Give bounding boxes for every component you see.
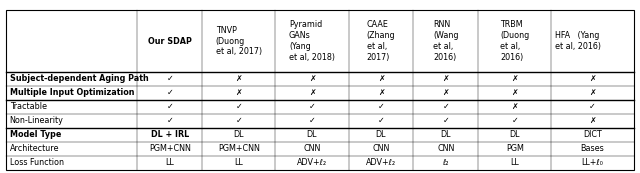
Text: RNN
(Wang
et al,
2016): RNN (Wang et al, 2016) xyxy=(433,20,458,62)
Text: ✗: ✗ xyxy=(511,102,518,111)
Text: DL: DL xyxy=(376,130,386,139)
Text: ✗: ✗ xyxy=(308,88,316,97)
Text: ✗: ✗ xyxy=(308,74,316,83)
Text: ✓: ✓ xyxy=(166,88,173,97)
Text: Subject-dependent Aging Path: Subject-dependent Aging Path xyxy=(10,74,148,83)
Text: Tractable: Tractable xyxy=(10,102,47,111)
Text: ✗: ✗ xyxy=(236,74,242,83)
Text: ✗: ✗ xyxy=(442,88,449,97)
Text: TRBM
(Duong
et al,
2016): TRBM (Duong et al, 2016) xyxy=(500,20,529,62)
Text: ✗: ✗ xyxy=(378,74,385,83)
Text: Multiple Input Optimization: Multiple Input Optimization xyxy=(10,88,134,97)
Text: ✗: ✗ xyxy=(442,74,449,83)
Text: DL: DL xyxy=(509,130,520,139)
Text: ✓: ✓ xyxy=(236,116,242,125)
Text: DL + IRL: DL + IRL xyxy=(150,130,189,139)
Text: ✗: ✗ xyxy=(511,88,518,97)
Text: ✗: ✗ xyxy=(589,116,596,125)
Text: ℓ₂: ℓ₂ xyxy=(442,158,449,167)
Text: LL: LL xyxy=(234,158,243,167)
Text: ✗: ✗ xyxy=(236,88,242,97)
Text: ✓: ✓ xyxy=(442,102,449,111)
Text: Non-Linearity: Non-Linearity xyxy=(10,116,63,125)
Text: ✓: ✓ xyxy=(166,102,173,111)
Text: Our SDAP: Our SDAP xyxy=(148,37,192,45)
Text: Pyramid
GANs
(Yang
et al, 2018): Pyramid GANs (Yang et al, 2018) xyxy=(289,20,335,62)
Text: ✓: ✓ xyxy=(511,116,518,125)
Text: ADV+ℓ₂: ADV+ℓ₂ xyxy=(297,158,327,167)
Text: ✗: ✗ xyxy=(378,88,385,97)
Text: ✓: ✓ xyxy=(308,116,316,125)
Text: DL: DL xyxy=(307,130,317,139)
Text: PGM+CNN: PGM+CNN xyxy=(218,144,260,153)
Text: Loss Function: Loss Function xyxy=(10,158,63,167)
Text: Bases: Bases xyxy=(580,144,604,153)
Text: TNVP
(Duong
et al, 2017): TNVP (Duong et al, 2017) xyxy=(216,26,262,56)
Text: ✓: ✓ xyxy=(236,102,242,111)
Text: HFA   (Yang
et al, 2016): HFA (Yang et al, 2016) xyxy=(555,31,600,51)
Text: ✓: ✓ xyxy=(378,102,385,111)
Text: Model Type: Model Type xyxy=(10,130,61,139)
Text: ✗: ✗ xyxy=(589,74,596,83)
Text: DL: DL xyxy=(234,130,244,139)
Text: LL+ℓ₀: LL+ℓ₀ xyxy=(582,158,604,167)
Text: CAAE
(Zhang
et al,
2017): CAAE (Zhang et al, 2017) xyxy=(367,20,396,62)
Text: ✓: ✓ xyxy=(166,74,173,83)
Text: CNN: CNN xyxy=(372,144,390,153)
Text: ✗: ✗ xyxy=(511,74,518,83)
Text: PGM+CNN: PGM+CNN xyxy=(149,144,191,153)
Text: Architecture: Architecture xyxy=(10,144,59,153)
Text: ADV+ℓ₂: ADV+ℓ₂ xyxy=(366,158,396,167)
Text: LL: LL xyxy=(511,158,519,167)
Text: ✓: ✓ xyxy=(589,102,596,111)
Text: ✓: ✓ xyxy=(308,102,316,111)
Text: ✓: ✓ xyxy=(378,116,385,125)
Text: ✓: ✓ xyxy=(442,116,449,125)
Text: CNN: CNN xyxy=(303,144,321,153)
Text: CNN: CNN xyxy=(437,144,454,153)
Text: PGM: PGM xyxy=(506,144,524,153)
Text: LL: LL xyxy=(166,158,174,167)
Text: DICT: DICT xyxy=(583,130,602,139)
Text: ✗: ✗ xyxy=(589,88,596,97)
Text: ✓: ✓ xyxy=(166,116,173,125)
Text: DL: DL xyxy=(440,130,451,139)
